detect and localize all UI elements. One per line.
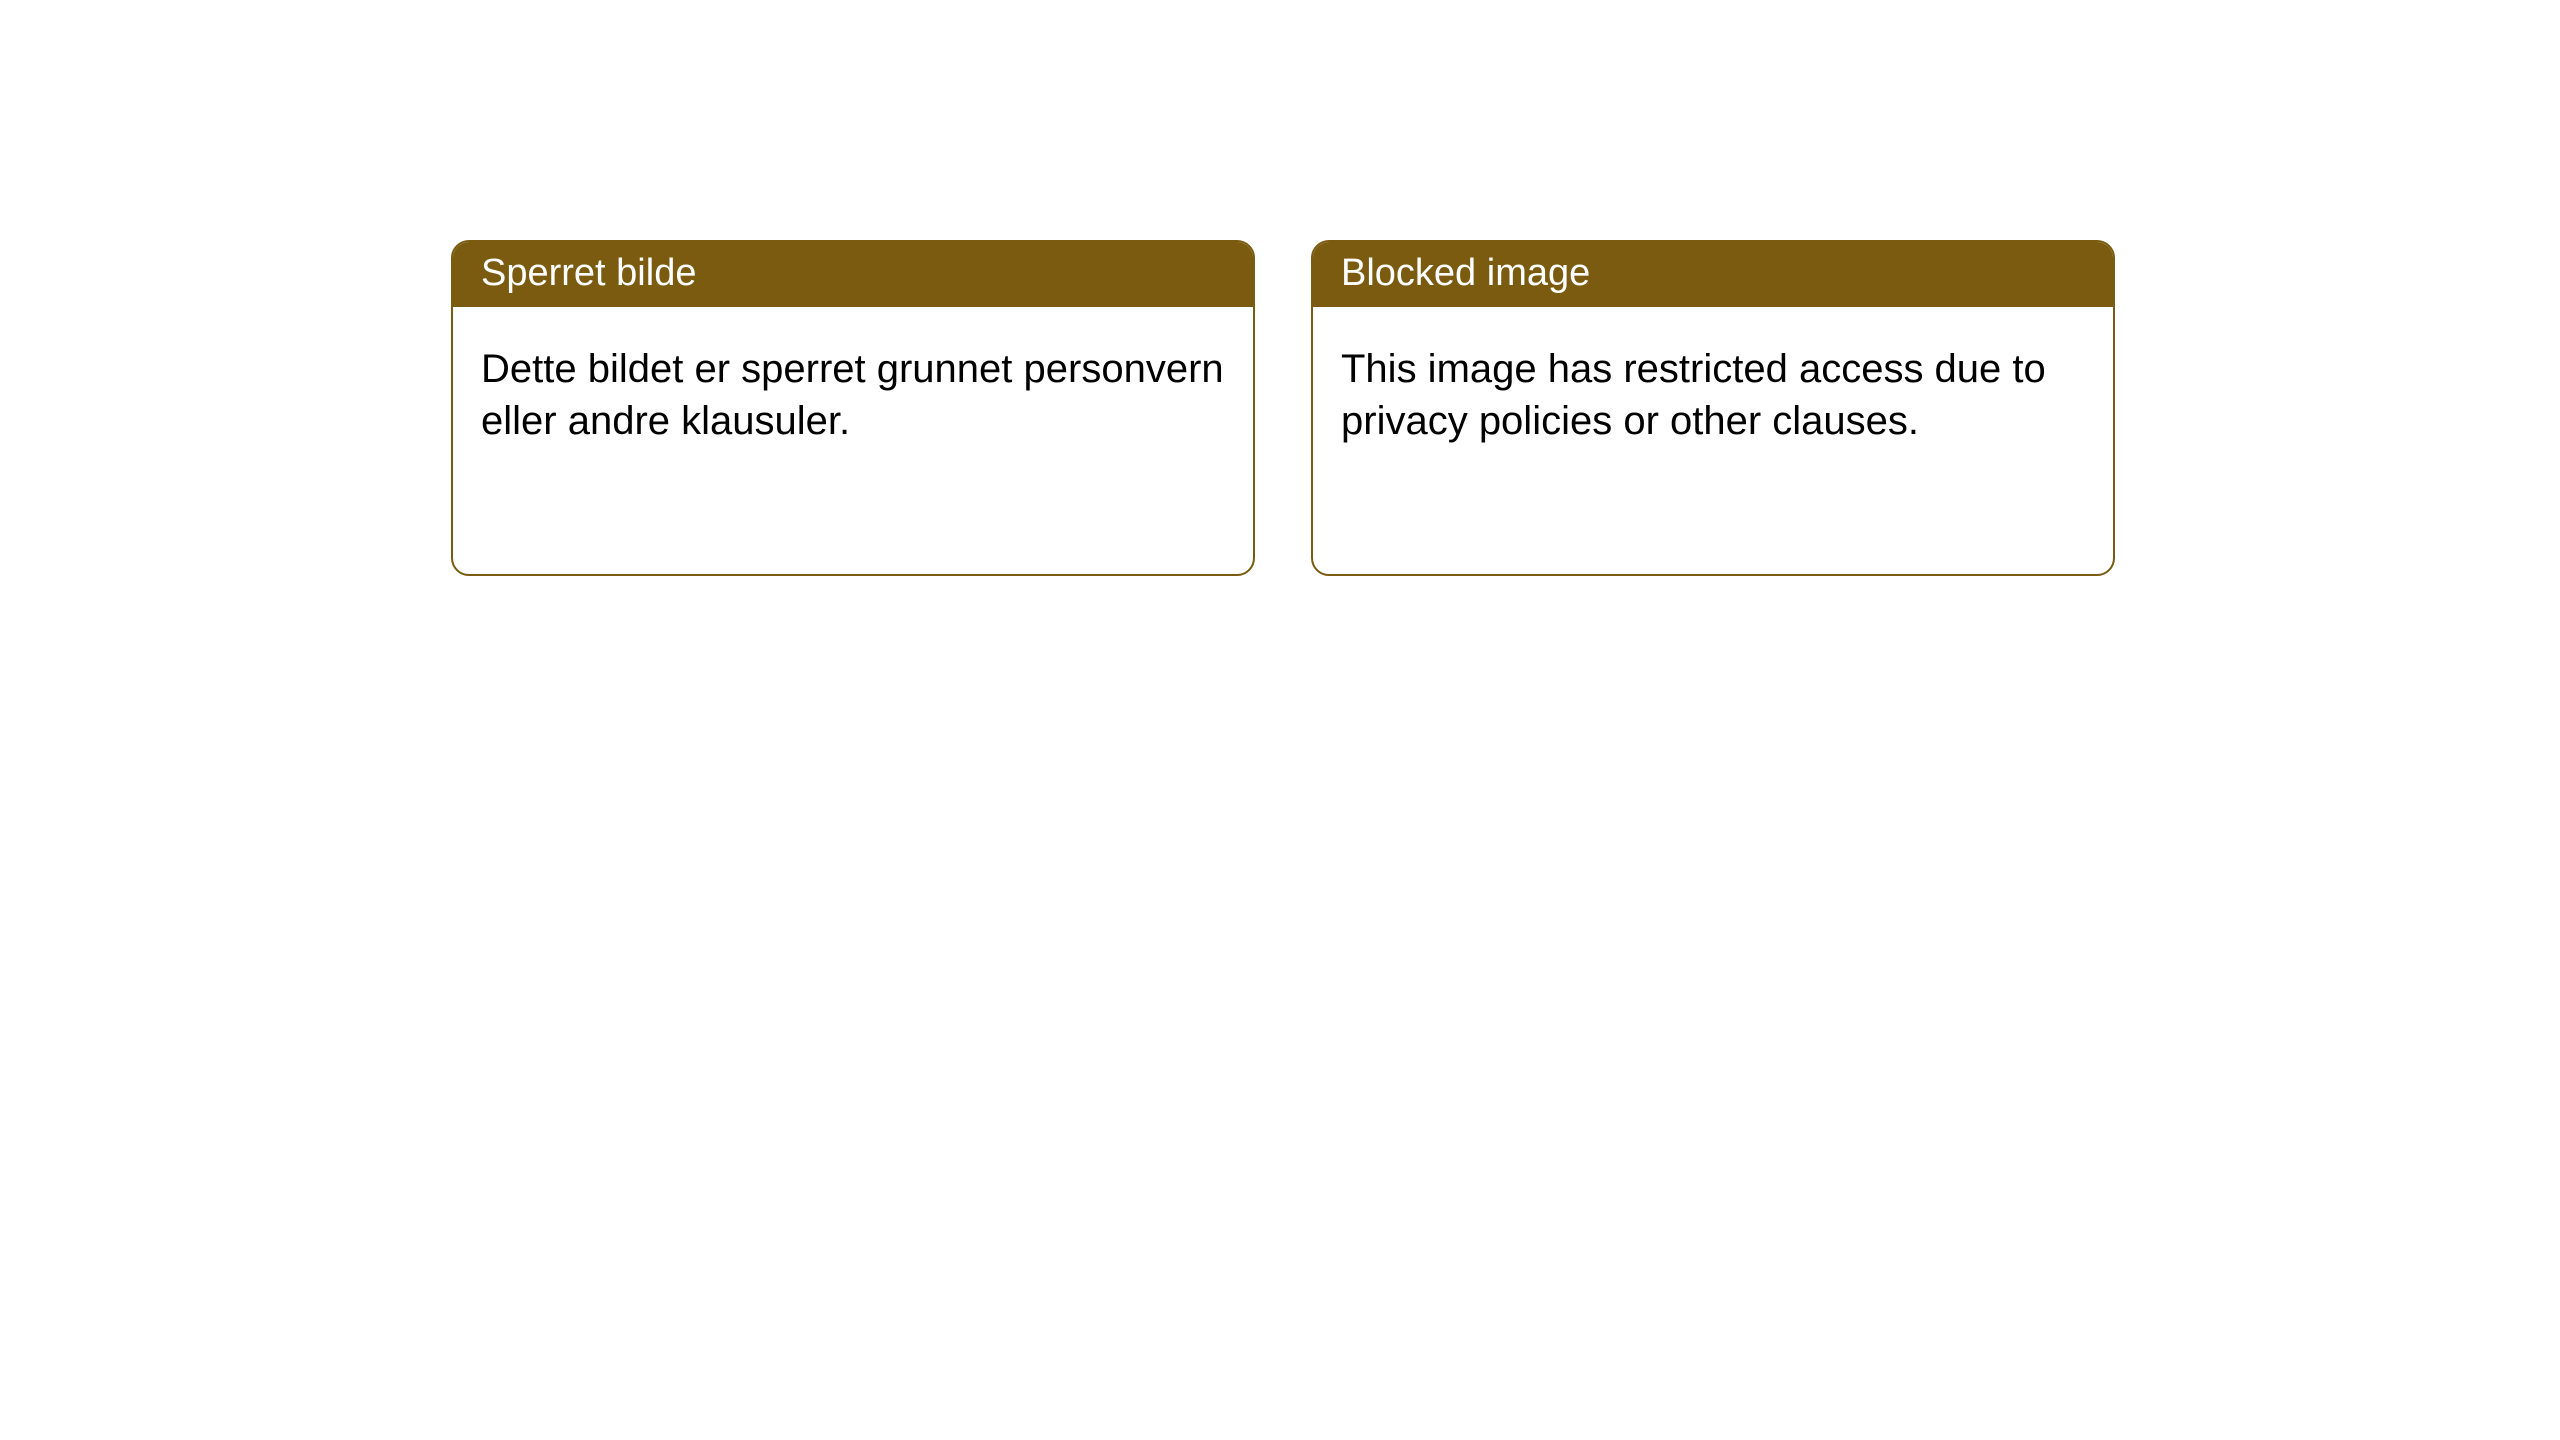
card-header: Blocked image [1313,242,2113,307]
card-title: Blocked image [1341,252,1590,294]
card-header: Sperret bilde [453,242,1253,307]
card-body: This image has restricted access due to … [1313,307,2113,475]
card-message: Dette bildet er sperret grunnet personve… [481,347,1224,443]
cards-container: Sperret bilde Dette bildet er sperret gr… [0,0,2560,576]
card-body: Dette bildet er sperret grunnet personve… [453,307,1253,475]
blocked-image-card-no: Sperret bilde Dette bildet er sperret gr… [451,240,1255,576]
card-message: This image has restricted access due to … [1341,347,2046,443]
card-title: Sperret bilde [481,252,696,294]
blocked-image-card-en: Blocked image This image has restricted … [1311,240,2115,576]
